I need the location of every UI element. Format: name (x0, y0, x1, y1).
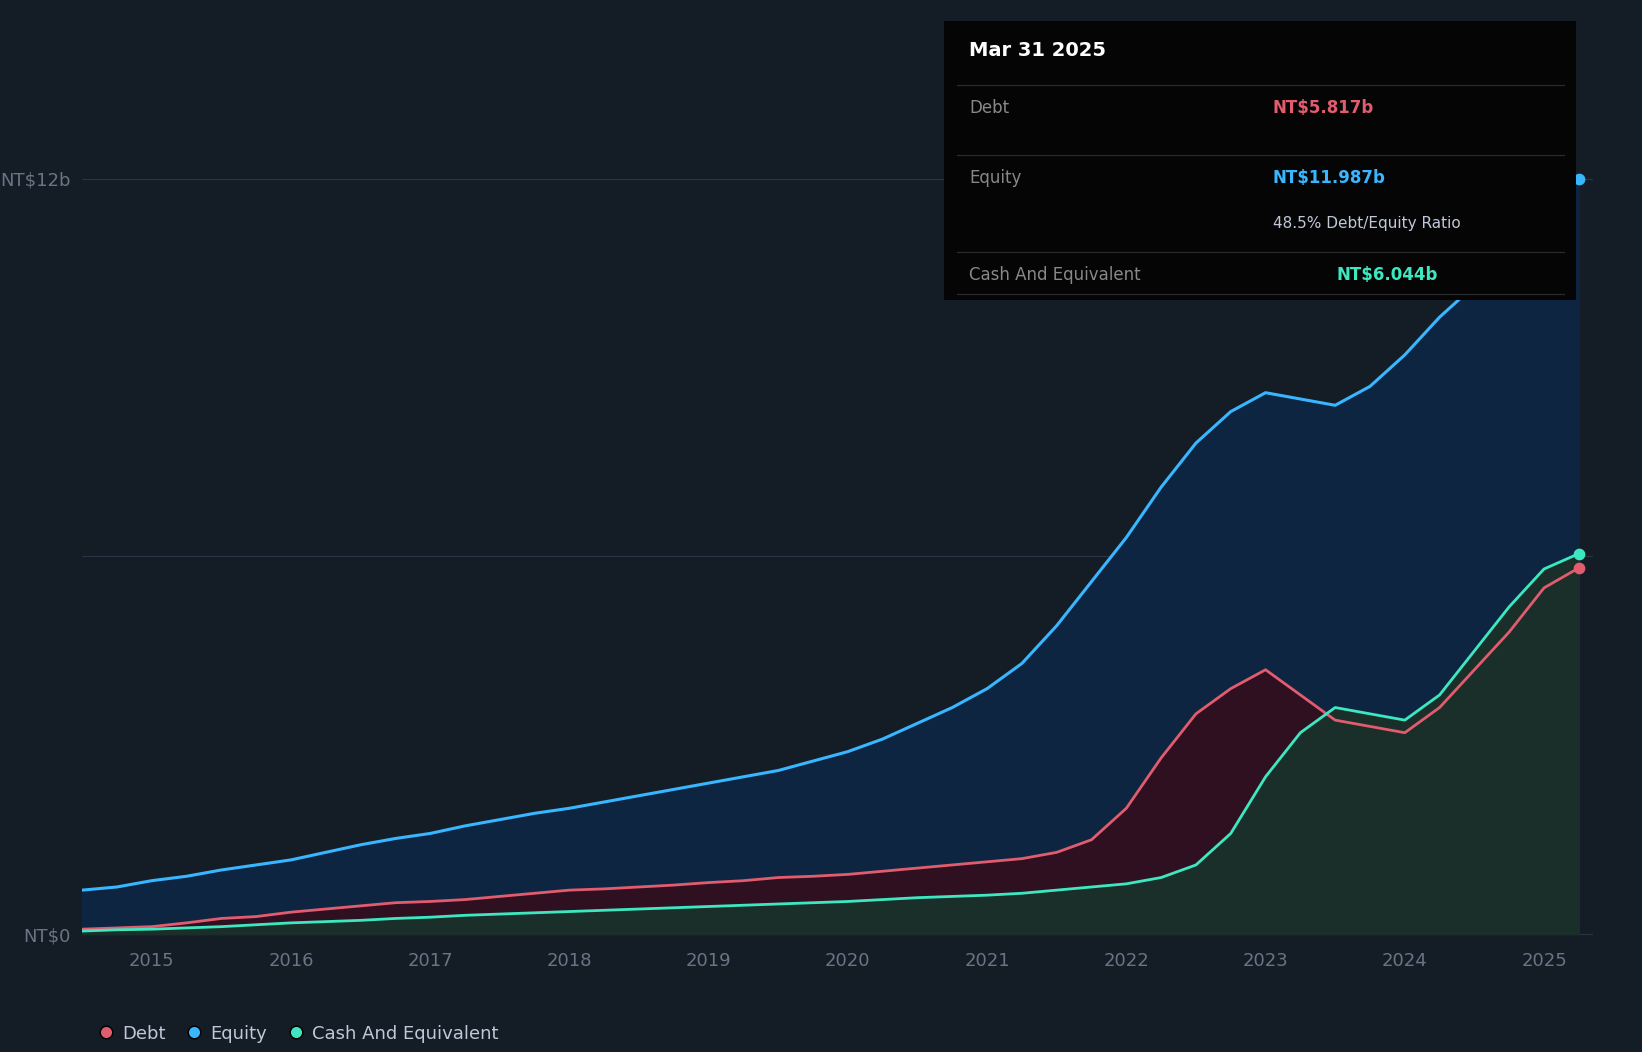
Text: NT$6.044b: NT$6.044b (1337, 266, 1437, 284)
Text: NT$11.987b: NT$11.987b (1273, 168, 1386, 187)
Text: Cash And Equivalent: Cash And Equivalent (969, 266, 1141, 284)
Point (1566, 560, 1593, 576)
Text: NT$5.817b: NT$5.817b (1273, 99, 1374, 117)
Text: Mar 31 2025: Mar 31 2025 (969, 41, 1107, 60)
Text: Equity: Equity (969, 168, 1021, 187)
Legend: Debt, Equity, Cash And Equivalent: Debt, Equity, Cash And Equivalent (90, 1017, 506, 1050)
Text: Debt: Debt (969, 99, 1010, 117)
Point (1566, 171, 1593, 188)
Text: 48.5% Debt/Equity Ratio: 48.5% Debt/Equity Ratio (1273, 217, 1461, 231)
Point (1566, 545, 1593, 562)
